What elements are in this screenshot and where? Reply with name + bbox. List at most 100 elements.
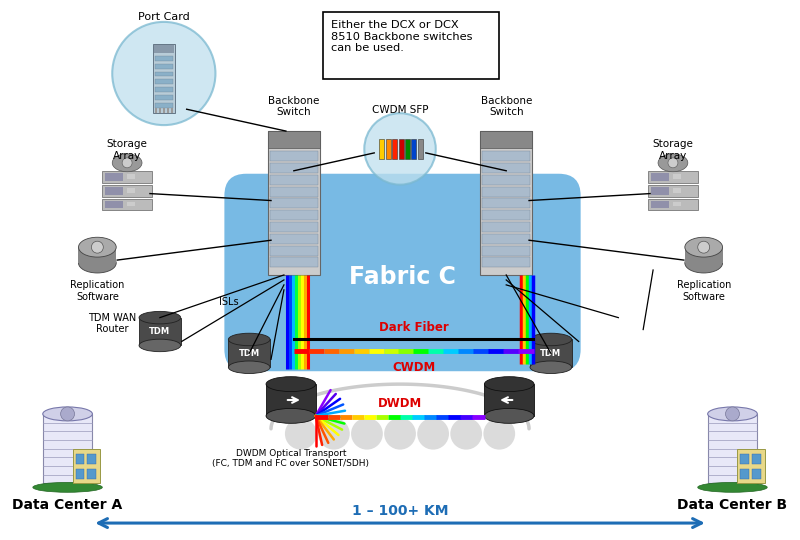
Bar: [270, 151, 318, 161]
Bar: [392, 139, 397, 159]
Bar: [170, 108, 173, 113]
Bar: [228, 340, 270, 367]
Bar: [270, 234, 318, 244]
Ellipse shape: [139, 312, 181, 324]
Circle shape: [726, 407, 739, 421]
FancyBboxPatch shape: [224, 174, 581, 371]
Ellipse shape: [139, 339, 181, 352]
Bar: [167, 108, 169, 113]
Bar: [482, 258, 530, 267]
Ellipse shape: [78, 237, 116, 257]
Ellipse shape: [698, 482, 767, 492]
Bar: [481, 131, 532, 275]
Bar: [673, 174, 681, 179]
Text: Storage
Array: Storage Array: [106, 139, 147, 161]
Ellipse shape: [708, 407, 758, 421]
Bar: [752, 454, 762, 463]
Bar: [482, 151, 530, 161]
Ellipse shape: [266, 408, 316, 423]
Bar: [482, 246, 530, 255]
Bar: [102, 171, 152, 183]
Bar: [673, 187, 681, 193]
Text: Data Center A: Data Center A: [13, 498, 122, 512]
Bar: [648, 185, 698, 197]
Ellipse shape: [530, 361, 572, 374]
Bar: [484, 384, 534, 416]
Text: TDM: TDM: [238, 349, 260, 358]
Bar: [102, 185, 152, 197]
Bar: [127, 187, 135, 193]
Bar: [418, 139, 423, 159]
Circle shape: [668, 158, 678, 168]
Bar: [73, 449, 100, 483]
Bar: [270, 222, 318, 232]
Bar: [482, 210, 530, 220]
Ellipse shape: [266, 377, 316, 392]
Text: Dark Fiber: Dark Fiber: [379, 321, 449, 334]
Text: Replication
Software: Replication Software: [677, 280, 731, 301]
Ellipse shape: [42, 407, 92, 421]
Circle shape: [384, 418, 416, 450]
Bar: [270, 175, 318, 185]
Bar: [163, 108, 165, 113]
Bar: [270, 246, 318, 255]
Text: TDM WAN
Router: TDM WAN Router: [88, 313, 136, 334]
Bar: [87, 454, 96, 463]
Bar: [155, 79, 173, 84]
Bar: [75, 454, 85, 463]
Bar: [155, 96, 173, 100]
Bar: [386, 139, 390, 159]
Bar: [648, 171, 698, 183]
Circle shape: [364, 113, 436, 185]
Bar: [75, 469, 85, 480]
Bar: [379, 139, 384, 159]
Ellipse shape: [685, 237, 722, 257]
Circle shape: [318, 418, 350, 450]
Bar: [155, 103, 173, 108]
Bar: [159, 108, 161, 113]
Bar: [648, 199, 698, 211]
Bar: [78, 247, 116, 263]
Circle shape: [450, 418, 482, 450]
Bar: [270, 163, 318, 173]
Ellipse shape: [78, 253, 116, 273]
Ellipse shape: [530, 333, 572, 346]
Bar: [268, 131, 320, 148]
Text: Storage
Array: Storage Array: [653, 139, 694, 161]
Ellipse shape: [658, 154, 688, 172]
Text: Backbone
Switch: Backbone Switch: [481, 96, 532, 117]
Ellipse shape: [685, 253, 722, 273]
Circle shape: [91, 241, 103, 253]
Bar: [482, 187, 530, 197]
Bar: [482, 198, 530, 208]
Text: TDM: TDM: [150, 327, 170, 336]
Bar: [268, 131, 320, 275]
Bar: [482, 234, 530, 244]
Bar: [741, 469, 750, 480]
Bar: [153, 44, 174, 113]
Bar: [530, 340, 572, 367]
Bar: [155, 87, 173, 92]
Circle shape: [122, 158, 132, 168]
Text: Port Card: Port Card: [138, 12, 190, 22]
Bar: [42, 414, 92, 483]
Ellipse shape: [228, 361, 270, 374]
Bar: [322, 12, 499, 79]
Text: Data Center B: Data Center B: [678, 498, 787, 512]
Text: ISLs: ISLs: [219, 297, 239, 307]
Bar: [673, 201, 681, 206]
Circle shape: [61, 407, 74, 421]
Bar: [481, 131, 532, 148]
Bar: [155, 71, 173, 77]
Bar: [155, 108, 157, 113]
Ellipse shape: [228, 333, 270, 346]
Bar: [154, 45, 174, 53]
Text: 1 – 100+ KM: 1 – 100+ KM: [352, 504, 448, 518]
Bar: [106, 173, 123, 181]
Bar: [155, 56, 173, 60]
Bar: [651, 173, 669, 181]
Bar: [651, 187, 669, 194]
Text: CWDM: CWDM: [392, 361, 435, 374]
Bar: [482, 163, 530, 173]
Bar: [482, 222, 530, 232]
